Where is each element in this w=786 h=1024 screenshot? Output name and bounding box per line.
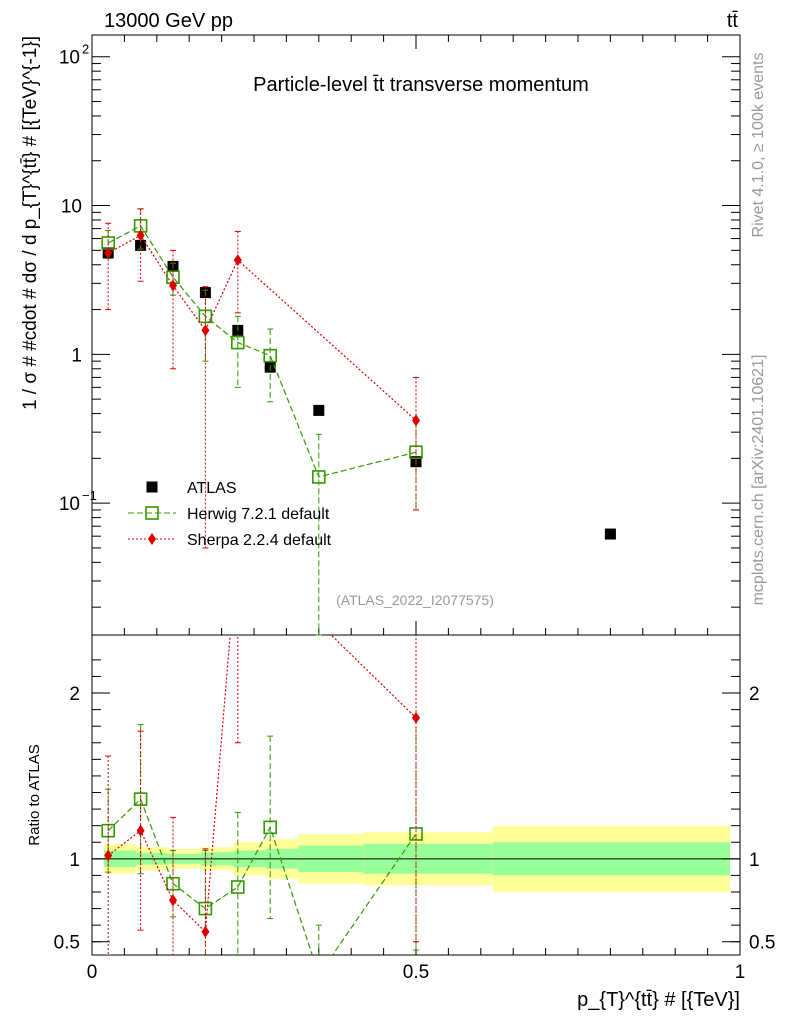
herwig-legend-marker xyxy=(145,506,159,520)
atlas-legend-label: ATLAS xyxy=(187,480,237,497)
herwig-point xyxy=(198,309,213,324)
ratio-tick-label-right: 0.5 xyxy=(749,933,775,954)
sherpa-ratio-line xyxy=(107,635,417,934)
header-energy-label: 13000 GeV pp xyxy=(104,10,233,32)
herwig-legend-label: Herwig 7.2.1 default xyxy=(187,506,330,523)
sherpa-line xyxy=(107,234,417,421)
sherpa-ratio-point xyxy=(169,894,177,907)
herwig-point xyxy=(263,348,278,363)
y-axis-label: 1 / σ # #cdot # dσ / d p_{T}^{tt̄} # [{T… xyxy=(20,36,41,410)
herwig-ratio-line xyxy=(107,798,417,955)
ratio-tick-label-left: 1 xyxy=(69,850,80,871)
mcplots-label: mcplots.cern.ch [arXiv:2401.10621] xyxy=(750,355,767,606)
ratio-series-layer xyxy=(101,635,423,955)
atlas-point xyxy=(604,528,616,540)
x-axis-label: p_{T}^{tt̄} # [{TeV}] xyxy=(577,989,740,1011)
ratio-tick-label-left: 2 xyxy=(69,684,80,705)
sherpa-point xyxy=(412,414,420,427)
herwig-point xyxy=(311,470,326,484)
y-tick-label: 1 xyxy=(71,345,82,366)
sherpa-point xyxy=(136,229,145,242)
sherpa-point xyxy=(201,324,210,337)
herwig-line xyxy=(107,225,417,478)
rivet-label: Rivet 4.1.0, ≥ 100k events xyxy=(750,53,767,238)
y-tick-exponent: −1 xyxy=(82,488,97,503)
sherpa-ratio-group xyxy=(104,635,420,955)
x-tick-label: 1 xyxy=(735,962,746,983)
atlas-legend-marker xyxy=(146,481,158,493)
sherpa-ratio-point xyxy=(136,824,145,837)
sherpa-point xyxy=(233,254,242,267)
sherpa-point xyxy=(104,246,113,259)
herwig-point xyxy=(231,335,245,350)
x-tick-label: 0.5 xyxy=(403,962,429,983)
herwig-ratio-point xyxy=(231,880,245,894)
y-tick-exponent: 2 xyxy=(82,42,89,57)
legend: ATLAS Herwig 7.2.1 default Sherpa 2.2.4 de… xyxy=(128,480,332,549)
ratio-tick-label-right: 1 xyxy=(749,850,760,871)
sherpa-ratio-point xyxy=(412,711,420,724)
header-process-label: tt̄ xyxy=(727,10,739,32)
x-tick-label: 0 xyxy=(87,962,98,983)
y-tick-label: 10 xyxy=(59,494,80,515)
atlas-point xyxy=(313,404,325,416)
ratio-axis-label: Ratio to ATLAS xyxy=(26,744,43,845)
analysis-id: (ATLAS_2022_I2077575) xyxy=(336,592,494,608)
y-tick-label: 10 xyxy=(59,48,80,69)
sherpa-point xyxy=(169,279,177,292)
herwig-ratio-point xyxy=(263,820,278,835)
sherpa-ratio-point xyxy=(104,849,113,862)
chart-title: Particle-level t̄t transverse momentum xyxy=(253,74,589,96)
ratio-tick-label-left: 0.5 xyxy=(54,933,80,954)
sherpa-legend-label: Sherpa 2.2.4 default xyxy=(187,532,332,549)
ratio-tick-label-right: 2 xyxy=(749,684,760,705)
sherpa-ratio-point xyxy=(201,925,210,938)
main-series-layer xyxy=(101,208,616,636)
y-tick-label: 10 xyxy=(61,197,82,218)
sherpa-legend-marker xyxy=(148,533,156,545)
